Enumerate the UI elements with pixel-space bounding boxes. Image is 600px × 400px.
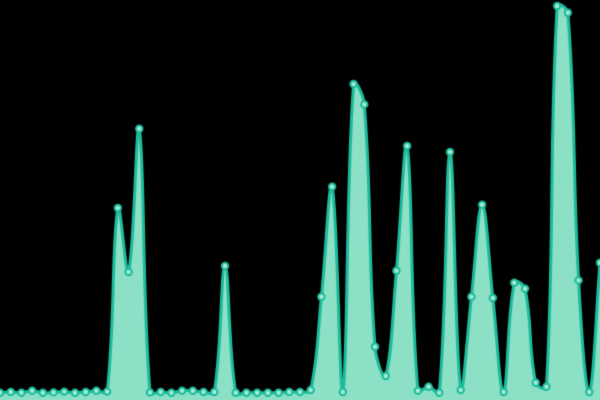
area-chart-canvas [0, 0, 600, 400]
chart-area [0, 0, 600, 400]
